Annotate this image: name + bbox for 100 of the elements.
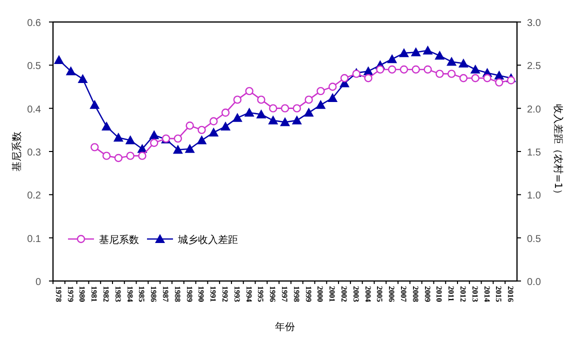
x-tick-label: 1996 <box>268 286 278 302</box>
x-tick-label: 2000 <box>316 286 325 302</box>
point <box>459 74 468 82</box>
point <box>186 122 194 130</box>
legend-label: 城乡收入差距 <box>177 234 238 246</box>
point <box>150 138 158 147</box>
point <box>422 45 433 54</box>
point <box>292 115 302 124</box>
point <box>90 143 99 152</box>
y-axis-title: 基尼系数 <box>11 132 23 172</box>
x-tick-label: 2012 <box>458 286 468 302</box>
x-tick-label: 1978 <box>54 286 63 302</box>
x-tick-label: 1992 <box>220 286 230 302</box>
point <box>280 104 290 112</box>
point <box>364 74 372 82</box>
point <box>198 126 206 134</box>
point <box>244 108 254 117</box>
x-tick-label: 1998 <box>292 286 301 302</box>
x-tick-label: 1999 <box>304 286 313 302</box>
point <box>388 65 396 74</box>
point <box>447 70 456 78</box>
point <box>436 70 444 78</box>
x-tick-label: 1997 <box>280 286 289 302</box>
x-tick-label: 1990 <box>196 286 206 302</box>
x-tick-label: 2015 <box>494 286 504 302</box>
x-tick-label: 1995 <box>256 286 266 302</box>
x-tick-label: 1987 <box>161 286 170 302</box>
point <box>102 121 112 130</box>
x-tick-label: 2013 <box>470 286 480 302</box>
point <box>400 65 408 74</box>
point <box>221 108 230 117</box>
point <box>232 112 242 122</box>
point <box>78 74 88 83</box>
point <box>458 58 468 68</box>
point <box>172 144 183 154</box>
x-tick-label: 2007 <box>398 286 408 302</box>
point <box>257 96 266 104</box>
point <box>66 66 76 76</box>
point <box>196 135 207 144</box>
x-tick-label: 1986 <box>149 286 158 302</box>
x-tick-label: 1985 <box>137 286 146 302</box>
point <box>495 78 504 87</box>
x-tick-label: 2006 <box>387 286 396 302</box>
x-tick-label: 1991 <box>208 286 218 302</box>
point <box>269 104 278 112</box>
point <box>410 47 421 56</box>
point <box>126 152 134 160</box>
y2-tick-label: 2.0 <box>527 104 542 116</box>
point <box>268 115 278 124</box>
point <box>506 76 516 84</box>
x-tick-label: 1980 <box>78 286 87 302</box>
x-tick-label: 1993 <box>232 286 242 302</box>
point <box>470 64 480 74</box>
x-tick-label: 2008 <box>410 286 420 302</box>
x-tick-label: 1981 <box>90 286 99 302</box>
point <box>316 86 325 96</box>
point <box>280 117 290 126</box>
point <box>328 92 338 102</box>
point <box>483 74 492 82</box>
x-tick-label: 2002 <box>339 286 348 302</box>
x-tick-label: 2003 <box>351 286 360 302</box>
point <box>494 70 504 80</box>
x-tick-label: 2009 <box>422 286 432 302</box>
x-tick-label: 1979 <box>66 286 75 302</box>
x-tick-label: 1984 <box>125 286 134 302</box>
point <box>446 56 457 66</box>
y-tick-label: 0.2 <box>27 190 42 202</box>
x-axis-title: 年份 <box>275 321 295 333</box>
point <box>125 135 136 144</box>
y2-tick-label: 2.5 <box>527 61 542 72</box>
point <box>471 74 480 82</box>
point <box>292 104 301 112</box>
y2-tick-label: 0.0 <box>527 277 542 288</box>
y-tick-label: 0.3 <box>27 148 42 158</box>
x-tick-label: 1994 <box>244 286 254 302</box>
x-tick-label: 1982 <box>102 286 111 302</box>
point <box>90 100 100 109</box>
point <box>398 48 409 58</box>
x-tick-label: 1988 <box>172 286 182 302</box>
x-tick-label: 2004 <box>363 286 372 302</box>
point <box>210 117 218 126</box>
y2-axis-title: 收入差距（农村=1） <box>552 104 564 199</box>
point <box>54 54 64 64</box>
point <box>340 74 349 82</box>
x-tick-label: 2011 <box>446 286 456 302</box>
point <box>245 86 254 96</box>
point <box>434 50 445 60</box>
point <box>113 132 124 142</box>
y-tick-label: 0.6 <box>27 18 42 29</box>
y-tick-label: 0 <box>35 277 42 288</box>
point <box>316 100 326 109</box>
y2-tick-label: 0.5 <box>527 234 542 245</box>
y2-tick-label: 1.5 <box>527 148 542 158</box>
point <box>412 65 420 74</box>
x-tick-label: 1989 <box>184 286 194 302</box>
y-tick-label: 0.4 <box>27 104 42 116</box>
point <box>376 65 384 74</box>
point <box>102 152 111 160</box>
point <box>304 96 313 104</box>
x-tick-label: 2014 <box>482 286 492 302</box>
